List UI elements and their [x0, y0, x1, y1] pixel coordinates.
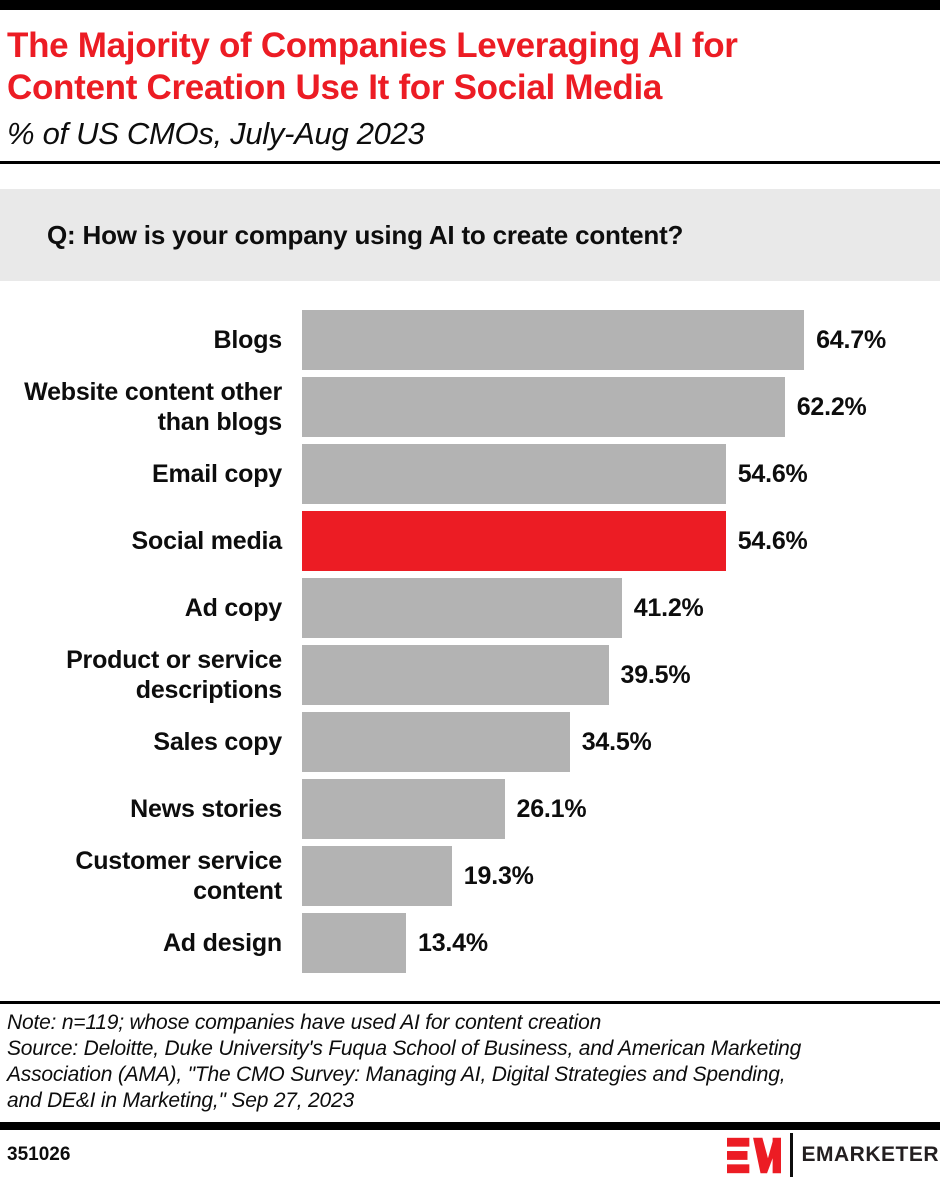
chart-id: 351026	[7, 1144, 71, 1165]
value-label: 54.6%	[737, 459, 808, 488]
category-label: Website content other than blogs	[24, 378, 282, 436]
bar	[302, 310, 805, 370]
emarketer-em-icon	[727, 1137, 782, 1173]
chart-row: Customer service content 19.3%	[0, 846, 940, 906]
footer-border-bar	[0, 1122, 940, 1130]
chart-row: Sales copy 34.5%	[0, 712, 940, 772]
value-label: 26.1%	[516, 794, 587, 823]
header-divider	[0, 161, 940, 164]
chart-row: Ad copy 41.2%	[0, 578, 940, 638]
bar	[302, 578, 622, 638]
chart-row: Blogs 64.7%	[0, 310, 940, 370]
top-border-bar	[0, 0, 940, 10]
value-label: 41.2%	[633, 593, 704, 622]
bar	[302, 645, 609, 705]
chart-footer: 351026 EMARKETER	[0, 1130, 940, 1180]
category-label: Sales copy	[153, 728, 282, 756]
category-label: Social media	[131, 527, 283, 555]
chart-source: Source: Deloitte, Duke University's Fuqu…	[7, 1037, 802, 1112]
chart-notes: Note: n=119; whose companies have used A…	[0, 1004, 940, 1114]
bar	[302, 913, 406, 973]
bar	[302, 846, 452, 906]
value-label: 19.3%	[463, 861, 534, 890]
value-label: 34.5%	[581, 727, 652, 756]
brand-logo: EMARKETER	[727, 1133, 939, 1177]
bar	[302, 444, 726, 504]
value-label: 54.6%	[737, 526, 808, 555]
page-subtitle: % of US CMOs, July-Aug 2023	[7, 116, 425, 151]
bar	[302, 377, 785, 437]
category-label: Ad design	[162, 929, 282, 957]
bar	[302, 712, 570, 772]
chart-row: Ad design 13.4%	[0, 913, 940, 973]
chart-row: Email copy 54.6%	[0, 444, 940, 504]
page-title: The Majority of Companies Leveraging AI …	[7, 26, 738, 107]
question-banner: Q: How is your company using AI to creat…	[0, 189, 940, 281]
value-label: 13.4%	[418, 928, 488, 957]
category-label: News stories	[130, 795, 282, 823]
value-label: 62.2%	[796, 392, 867, 421]
value-label: 64.7%	[816, 325, 886, 354]
value-label: 39.5%	[620, 660, 691, 689]
bar	[302, 779, 505, 839]
chart-row: News stories 26.1%	[0, 779, 940, 839]
category-label: Product or service descriptions	[66, 646, 282, 704]
note-divider	[0, 1001, 940, 1004]
brand-divider-line	[790, 1133, 794, 1177]
horizontal-bar-chart: Blogs 64.7% Website content other than blo…	[0, 310, 940, 973]
category-label: Ad copy	[184, 594, 282, 622]
question-text: Q: How is your company using AI to creat…	[47, 219, 684, 250]
category-label: Blogs	[213, 326, 283, 354]
brand-name: EMARKETER	[801, 1143, 939, 1166]
bar-highlighted	[302, 511, 726, 571]
chart-header: The Majority of Companies Leveraging AI …	[0, 10, 940, 152]
chart-row: Website content other than blogs 62.2%	[0, 377, 940, 437]
category-label: Customer service content	[75, 847, 282, 905]
chart-note: Note: n=119; whose companies have used A…	[7, 1011, 602, 1034]
chart-row: Product or service descriptions 39.5%	[0, 645, 940, 705]
category-label: Email copy	[152, 460, 282, 488]
chart-row: Social media 54.6%	[0, 511, 940, 571]
